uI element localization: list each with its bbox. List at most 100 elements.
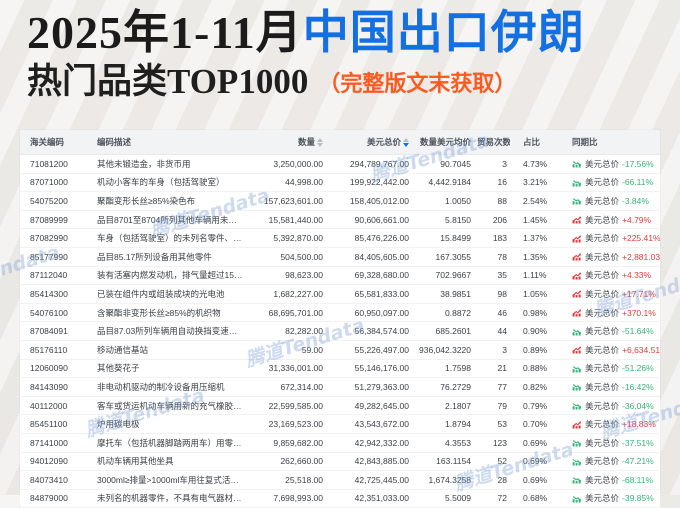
trend-down-icon (572, 178, 582, 187)
cell-usd: 49,282,645.00 (354, 400, 409, 411)
cell-code: 94012090 (30, 456, 68, 467)
trend-down-icon (572, 327, 582, 336)
yoy-value: -36.04% (622, 400, 654, 411)
cell-cnt: 88 (497, 195, 507, 206)
cell-avg: 1.7598 (445, 363, 471, 374)
cell-desc: 已装在组件内或组装成块的光电池 (97, 288, 225, 299)
table-row: 87112040 装有活塞内燃发动机，排气量超过150毫升，但不超... 98,62… (20, 266, 660, 286)
cell-desc: 机动车辆用其他坐具 (97, 456, 174, 467)
trend-up-icon (572, 345, 582, 354)
table-row: 87082990 车身（包括驾驶室）的未列名零件、附件 5,392,870.00 85… (20, 229, 660, 248)
cell-avg: 5.8150 (445, 214, 471, 225)
cell-ratio: 1.45% (523, 214, 548, 225)
column-label: 占比 (523, 137, 541, 147)
column-header-usd[interactable]: 美元总价 (326, 136, 412, 148)
table-body: 71081200 其他未锻造金，非货币用 3,250,000.00 294,789,7… (20, 155, 660, 508)
trend-up-icon (572, 289, 582, 298)
table-row: 84879000 未列名的机器零件，不具有电气器材特征的 7,698,993.00 4… (20, 489, 660, 508)
cell-code: 87084091 (30, 326, 68, 337)
cell-yoy: 美元总价 +18.83% (560, 418, 660, 430)
cell-desc: 其他未锻造金，非货币用 (97, 158, 191, 169)
cell-yoy: 美元总价 -37.51% (560, 437, 660, 449)
cell-usd: 42,725,445.00 (354, 474, 409, 485)
column-label: 海关编码 (30, 137, 65, 147)
trend-up-icon (572, 215, 582, 224)
column-header-cnt[interactable]: 贸易次数 (474, 136, 510, 148)
cell-usd: 65,581,833.00 (354, 288, 409, 299)
cell-code: 84073410 (30, 474, 68, 485)
table-row: 71081200 其他未锻造金，非货币用 3,250,000.00 294,789,7… (20, 155, 660, 174)
yoy-metric-label: 美元总价 (585, 474, 620, 485)
yoy-value: -16.42% (622, 381, 654, 392)
cell-cnt: 77 (497, 381, 507, 392)
cell-yoy: 美元总价 +370.1% (560, 307, 660, 319)
column-header-ratio: 占比 (510, 136, 560, 148)
cell-code: 87082990 (30, 233, 68, 244)
cell-qty: 15,581,440.00 (268, 214, 323, 225)
table-row: 84073410 3000ml≥排量>1000ml车用往复式活塞发动机 25,518… (20, 471, 660, 490)
yoy-value: +2,881.03% (622, 251, 660, 262)
yoy-metric-label: 美元总价 (585, 400, 620, 411)
cell-qty: 1,682,227.00 (273, 288, 323, 299)
cell-cnt: 98 (497, 288, 507, 299)
cell-ratio: 0.89% (523, 344, 548, 355)
yoy-value: +225.41% (622, 233, 660, 244)
yoy-metric-label: 美元总价 (585, 251, 620, 262)
cell-desc: 非电动机驱动的制冷设备用压缩机 (97, 381, 225, 392)
yoy-metric-label: 美元总价 (585, 270, 620, 281)
cell-ratio: 3.21% (523, 177, 548, 188)
cell-ratio: 2.54% (523, 195, 548, 206)
cell-avg: 167.3055 (435, 251, 471, 262)
yoy-metric-label: 美元总价 (585, 288, 620, 299)
cell-code: 54075200 (30, 195, 68, 206)
cell-yoy: 美元总价 -39.85% (560, 492, 660, 504)
cell-desc: 聚酯变形长丝≥85%染色布 (97, 195, 196, 206)
cell-desc: 炉用碳电极 (97, 419, 140, 430)
trend-down-icon (572, 382, 582, 391)
yoy-metric-label: 美元总价 (585, 326, 620, 337)
cell-qty: 44,998.00 (285, 177, 323, 188)
sort-icon[interactable] (403, 137, 409, 147)
cell-desc: 装有活塞内燃发动机，排气量超过150毫升，但不超... (97, 270, 248, 281)
cell-yoy: 美元总价+2,881.03% (560, 251, 660, 263)
cell-qty: 504,500.00 (280, 251, 323, 262)
cell-cnt: 21 (497, 363, 507, 374)
yoy-value: +6,634.51% (622, 344, 660, 355)
cell-code: 87071000 (30, 177, 68, 188)
table-row: 87089999 品目8701至8704所列其他车辆用未列名零、附件 15,581,… (20, 210, 660, 230)
trend-down-icon (572, 457, 582, 466)
cell-desc: 未列名的机器零件，不具有电气器材特征的 (97, 493, 248, 504)
cell-cnt: 206 (492, 214, 507, 225)
yoy-metric-label: 美元总价 (585, 456, 620, 467)
cell-qty: 82,282.00 (285, 326, 323, 337)
title-period: 2025年1-11月 (27, 7, 303, 58)
trend-down-icon (572, 401, 582, 410)
cell-yoy: 美元总价 -3.84% (560, 195, 660, 207)
cell-avg: 685.2601 (435, 326, 471, 337)
yoy-value: +370.1% (622, 307, 656, 318)
yoy-value: -17.56% (622, 158, 654, 169)
column-header-yoy: 同期比 (560, 136, 660, 148)
cell-ratio: 0.69% (523, 437, 548, 448)
cell-code: 71081200 (30, 158, 68, 169)
cell-ratio: 1.37% (523, 233, 548, 244)
trend-up-icon (572, 252, 582, 261)
trend-down-icon (572, 159, 582, 168)
column-header-qty[interactable]: 数量 (248, 136, 326, 148)
cell-desc: 品目85.17所列设备用其他零件 (97, 251, 212, 262)
cell-yoy: 美元总价 +17.71% (560, 288, 660, 300)
yoy-metric-label: 美元总价 (585, 233, 620, 244)
cell-usd: 199,922,442.00 (349, 177, 409, 188)
yoy-value: -47.21% (622, 456, 654, 467)
cell-desc: 品目87.03所列车辆用自动换挡变速箱及其零件 (97, 326, 248, 337)
cell-yoy: 美元总价 -36.04% (560, 400, 660, 412)
sort-icon[interactable] (317, 137, 323, 147)
cell-yoy: 美元总价 -16.42% (560, 381, 660, 393)
table-row: 54075200 聚酯变形长丝≥85%染色布 157,623,601.00 158,4… (20, 192, 660, 211)
cell-ratio: 1.11% (523, 270, 547, 281)
cell-yoy: 美元总价 -47.21% (560, 455, 660, 467)
cell-cnt: 3 (502, 344, 507, 355)
cell-usd: 56,384,574.00 (354, 326, 409, 337)
cell-code: 87141000 (30, 437, 68, 448)
cell-avg: 4,442.9184 (428, 177, 471, 188)
